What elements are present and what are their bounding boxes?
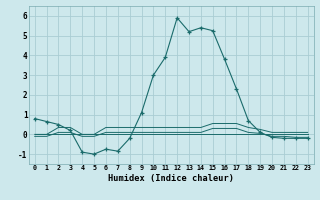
- X-axis label: Humidex (Indice chaleur): Humidex (Indice chaleur): [108, 174, 234, 183]
